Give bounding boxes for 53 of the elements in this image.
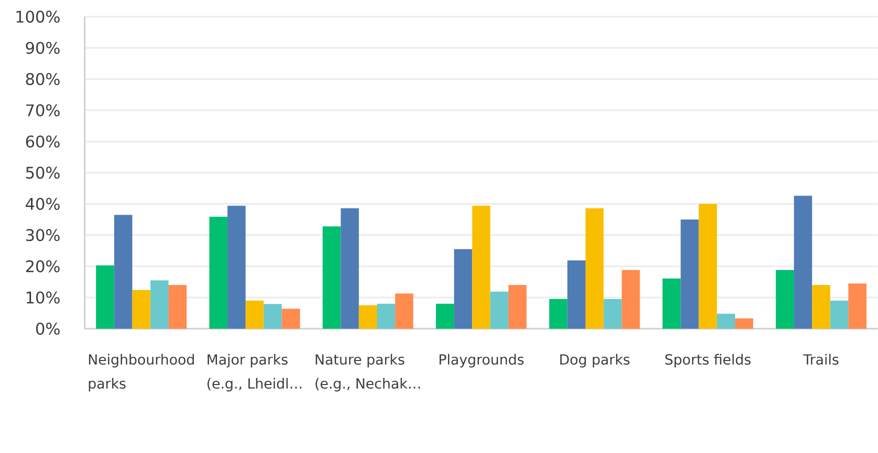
- x-tick-label: Playgrounds: [440, 354, 524, 368]
- bar: [358, 305, 378, 329]
- x-tick-label: Trails: [803, 354, 838, 365]
- bar: [114, 214, 132, 329]
- y-tick-label: 90%: [26, 42, 60, 54]
- bar: [454, 249, 472, 329]
- bar: [585, 208, 604, 329]
- bar: [698, 204, 717, 329]
- bar: [848, 283, 866, 329]
- bar: [508, 285, 527, 329]
- bar: [322, 226, 341, 329]
- y-tick-label: 0%: [36, 322, 60, 335]
- bar: [340, 208, 359, 329]
- y-tick-label: 50%: [26, 166, 60, 179]
- y-tick-label: 30%: [26, 229, 60, 242]
- bar: [776, 270, 794, 329]
- bar: [436, 304, 454, 329]
- bar: [227, 206, 246, 329]
- y-tick-label: 10%: [26, 291, 60, 304]
- x-tick-label: Nature parks (e.g., Nechak…: [316, 354, 420, 392]
- bar: [209, 216, 228, 329]
- bar: [282, 308, 300, 329]
- bar: [604, 299, 622, 329]
- y-tick-label: 40%: [26, 198, 60, 210]
- bar: [472, 206, 490, 329]
- bar: [132, 290, 150, 329]
- bar: [812, 285, 830, 329]
- x-tick-label: Neighbourhood parks: [88, 354, 194, 392]
- y-tick-label: 100%: [16, 10, 60, 23]
- bar: [794, 196, 812, 329]
- bar: [716, 314, 736, 329]
- bar: [150, 280, 169, 329]
- bar: [549, 299, 568, 329]
- bar: [395, 293, 414, 329]
- x-tick-label: Dog parks: [560, 354, 630, 368]
- bar: [96, 265, 114, 329]
- bar: [264, 304, 282, 329]
- y-tick-label: 80%: [26, 73, 60, 86]
- bar: [680, 220, 699, 329]
- bar: [662, 278, 681, 329]
- x-tick-label: Major parks (e.g., Lheidl…: [208, 354, 302, 392]
- bar: [168, 285, 187, 329]
- bar: [735, 318, 754, 329]
- y-tick-label: 20%: [26, 260, 60, 272]
- y-tick-label: 70%: [26, 104, 60, 116]
- bar: [622, 270, 640, 329]
- bar: [490, 292, 508, 329]
- bar: [377, 304, 396, 329]
- bar: [246, 300, 264, 329]
- x-tick-label: Sports fields: [665, 354, 751, 368]
- y-tick-label: 60%: [26, 135, 60, 148]
- bar: [830, 300, 848, 329]
- bar: [567, 260, 586, 329]
